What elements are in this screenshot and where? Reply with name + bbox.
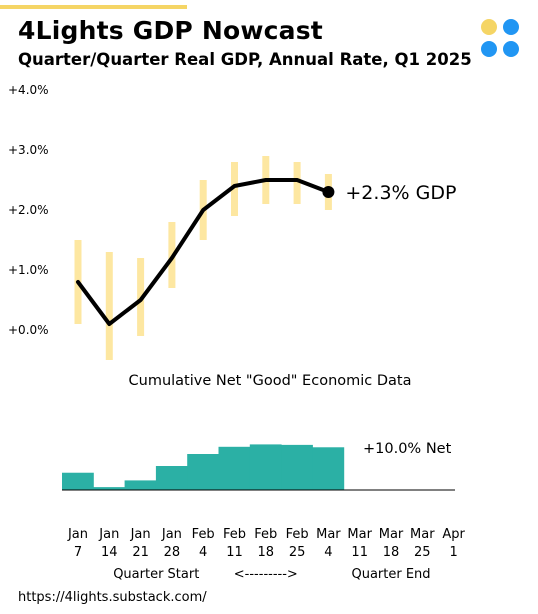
x-axis-ticks: Jan7Jan14Jan21Jan28Feb4Feb11Feb18Feb25Ma… bbox=[67, 527, 466, 560]
quarter-arrow: <---------> bbox=[234, 567, 298, 582]
logo-light-blue-top bbox=[503, 19, 519, 35]
net-annotation: +10.0% Net bbox=[363, 441, 452, 457]
x-tick-day: 25 bbox=[289, 545, 306, 560]
x-tick-day: 18 bbox=[383, 545, 400, 560]
x-tick-month: Feb bbox=[223, 527, 246, 542]
x-tick-month: Jan bbox=[130, 527, 151, 542]
x-tick-month: Mar bbox=[379, 527, 404, 542]
y-tick-label: +2.0% bbox=[8, 203, 49, 217]
x-tick-month: Jan bbox=[98, 527, 119, 542]
latest-point bbox=[322, 186, 335, 198]
y-tick-label: +3.0% bbox=[8, 143, 49, 157]
net-bar bbox=[62, 472, 94, 490]
bar-chart-title: Cumulative Net "Good" Economic Data bbox=[129, 373, 412, 389]
x-tick-month: Feb bbox=[254, 527, 277, 542]
x-tick-month: Apr bbox=[442, 527, 465, 542]
source-link[interactable]: https://4lights.substack.com/ bbox=[18, 590, 207, 605]
y-tick-label: +0.0% bbox=[8, 323, 49, 337]
accent-bar bbox=[0, 5, 187, 9]
x-tick-day: 14 bbox=[101, 545, 118, 560]
y-tick-label: +1.0% bbox=[8, 263, 49, 277]
nowcast-line-layer bbox=[76, 178, 335, 326]
net-bar bbox=[249, 444, 282, 490]
nowcast-line bbox=[76, 178, 331, 326]
x-tick-month: Feb bbox=[286, 527, 309, 542]
logo-light-blue-bottom-right bbox=[503, 41, 519, 57]
x-tick-month: Mar bbox=[347, 527, 372, 542]
range-band bbox=[105, 252, 113, 360]
chart-subtitle: Quarter/Quarter Real GDP, Annual Rate, Q… bbox=[18, 50, 472, 69]
x-tick-day: 18 bbox=[258, 545, 275, 560]
x-tick-day: 25 bbox=[414, 545, 431, 560]
x-tick-day: 7 bbox=[74, 545, 82, 560]
gdp-annotation: +2.3% GDP bbox=[345, 182, 456, 204]
y-axis-ticks: +4.0% +3.0% +2.0% +1.0% +0.0% bbox=[8, 83, 49, 337]
y-tick-label: +4.0% bbox=[8, 83, 49, 97]
x-tick-month: Mar bbox=[316, 527, 341, 542]
x-tick-day: 21 bbox=[132, 545, 149, 560]
net-bar bbox=[124, 480, 157, 490]
chart-title: 4Lights GDP Nowcast bbox=[18, 16, 323, 45]
x-tick-day: 11 bbox=[351, 545, 368, 560]
x-tick-month: Feb bbox=[192, 527, 215, 542]
x-tick-month: Jan bbox=[67, 527, 88, 542]
logo-light-yellow-top bbox=[481, 19, 497, 35]
range-band bbox=[231, 162, 238, 216]
cumulative-net-bars bbox=[62, 444, 345, 490]
net-bar bbox=[155, 466, 188, 490]
net-bar bbox=[281, 444, 313, 490]
x-tick-month: Mar bbox=[410, 527, 435, 542]
x-tick-day: 4 bbox=[324, 545, 332, 560]
four-lights-logo-icon bbox=[481, 19, 519, 57]
net-bar bbox=[218, 446, 251, 490]
quarter-end-label: Quarter End bbox=[351, 567, 430, 582]
net-bar bbox=[312, 447, 345, 490]
quarter-start-label: Quarter Start bbox=[113, 567, 199, 582]
logo-light-blue-bottom-left bbox=[481, 41, 497, 57]
x-tick-day: 11 bbox=[226, 545, 243, 560]
x-tick-day: 4 bbox=[199, 545, 207, 560]
nowcast-range-bands bbox=[74, 156, 332, 360]
net-bar bbox=[187, 454, 219, 490]
net-bar bbox=[93, 487, 126, 490]
x-tick-day: 1 bbox=[449, 545, 457, 560]
range-band bbox=[293, 162, 301, 204]
x-tick-month: Jan bbox=[161, 527, 182, 542]
x-tick-day: 28 bbox=[164, 545, 181, 560]
